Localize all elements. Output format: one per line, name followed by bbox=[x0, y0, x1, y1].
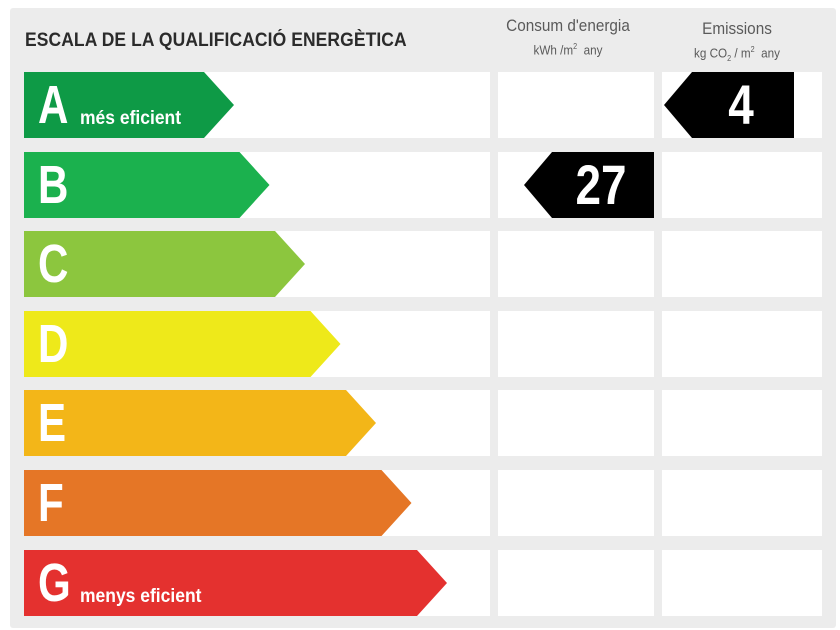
class-caption-a: més eficient bbox=[80, 108, 182, 129]
emissions-cell-b bbox=[662, 152, 822, 218]
energy-scale-title: ESCALA DE LA QUALIFICACIÓ ENERGÈTICA bbox=[25, 30, 407, 51]
consumption-label: Consum d'energia bbox=[506, 16, 630, 35]
class-arrow-f: F bbox=[24, 470, 412, 536]
class-arrow-e: E bbox=[24, 390, 376, 456]
consumption-indicator-value: 27 bbox=[575, 153, 627, 216]
class-letter-b: B bbox=[38, 155, 69, 215]
class-arrow-shape-a bbox=[24, 72, 234, 138]
emissions-cell-e bbox=[662, 390, 822, 456]
consumption-indicator: 27 bbox=[498, 152, 654, 218]
class-arrow-shape-g bbox=[24, 550, 447, 616]
class-arrow-shape-f bbox=[24, 470, 412, 536]
class-arrow-fill-a bbox=[24, 72, 234, 138]
class-arrow-fill-c bbox=[24, 231, 305, 297]
consumption-indicator-arrow bbox=[524, 152, 654, 218]
class-arrow-c: C bbox=[24, 231, 305, 297]
consumption-indicator-shape bbox=[524, 152, 654, 218]
consumption-cell-e bbox=[498, 390, 654, 456]
class-letter-e: E bbox=[38, 393, 67, 453]
class-arrow-b: B bbox=[24, 152, 270, 218]
class-letter-a: A bbox=[38, 75, 69, 135]
scale-cell-b: B bbox=[24, 152, 490, 218]
emissions-unit: kg CO2 / m2 any bbox=[693, 45, 781, 63]
class-arrow-shape-d bbox=[24, 311, 341, 377]
emissions-indicator-shape bbox=[664, 72, 794, 138]
emissions-indicator-value: 4 bbox=[728, 73, 754, 136]
class-arrow-shape-c bbox=[24, 231, 305, 297]
consumption-cell-c bbox=[498, 231, 654, 297]
emissions-indicator-arrow bbox=[664, 72, 794, 138]
class-letter-g: G bbox=[38, 553, 71, 613]
class-letter-c: C bbox=[38, 234, 69, 294]
emissions-cell-g bbox=[662, 550, 822, 616]
scale-cell-e: E bbox=[24, 390, 490, 456]
consumption-cell-d bbox=[498, 311, 654, 377]
consumption-cell-b: 27 bbox=[498, 152, 654, 218]
emissions-label: Emissions bbox=[702, 19, 772, 38]
consumption-unit: kWh /m2 any bbox=[533, 42, 603, 58]
emissions-cell-f bbox=[662, 470, 822, 536]
class-arrow-fill-d bbox=[24, 311, 341, 377]
emissions-column-header: Emissions kg CO2 / m2 any bbox=[662, 19, 812, 67]
class-arrow-fill-e bbox=[24, 390, 376, 456]
class-arrow-d: D bbox=[24, 311, 341, 377]
class-arrow-shape-e bbox=[24, 390, 376, 456]
class-letter-f: F bbox=[38, 473, 64, 533]
scale-cell-d: D bbox=[24, 311, 490, 377]
consumption-column-header: Consum d'energia kWh /m2 any bbox=[498, 16, 638, 58]
class-caption-g: menys eficient bbox=[80, 586, 202, 607]
class-arrow-fill-g bbox=[24, 550, 447, 616]
consumption-cell-a bbox=[498, 72, 654, 138]
emissions-indicator: 4 bbox=[662, 72, 794, 138]
class-arrow-fill-b bbox=[24, 152, 270, 218]
emissions-cell-c bbox=[662, 231, 822, 297]
scale-cell-f: F bbox=[24, 470, 490, 536]
class-arrow-shape-b bbox=[24, 152, 270, 218]
class-arrow-fill-f bbox=[24, 470, 412, 536]
class-letter-d: D bbox=[38, 314, 69, 374]
consumption-cell-g bbox=[498, 550, 654, 616]
emissions-cell-d bbox=[662, 311, 822, 377]
emissions-cell-a: 4 bbox=[662, 72, 822, 138]
scale-cell-c: C bbox=[24, 231, 490, 297]
consumption-cell-f bbox=[498, 470, 654, 536]
